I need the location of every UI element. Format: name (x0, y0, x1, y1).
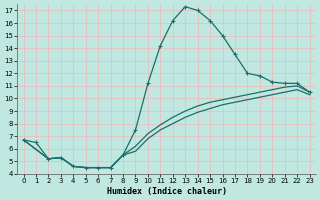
X-axis label: Humidex (Indice chaleur): Humidex (Indice chaleur) (107, 187, 227, 196)
